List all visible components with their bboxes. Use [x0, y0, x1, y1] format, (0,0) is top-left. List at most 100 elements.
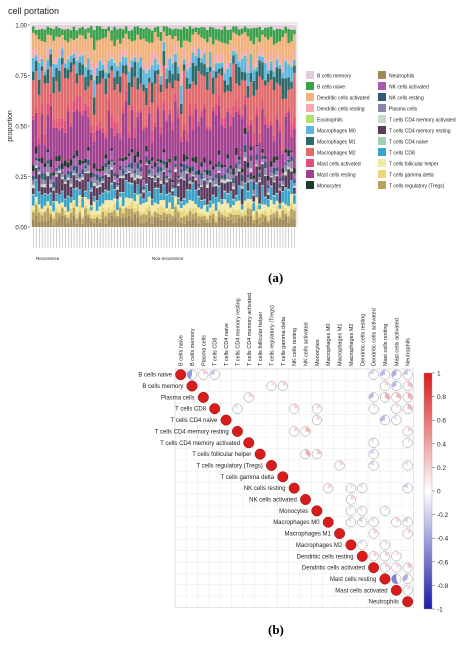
bar-segment — [113, 198, 116, 205]
bar-segment — [104, 158, 108, 163]
bar-segment — [159, 171, 163, 181]
bar-segment — [284, 25, 287, 27]
bar-segment — [171, 187, 174, 190]
bar-segment — [174, 93, 177, 102]
bar-segment — [46, 151, 50, 161]
bar-segment — [43, 194, 47, 206]
bar-segment — [272, 62, 276, 71]
correlation-pie — [368, 392, 379, 403]
bar-segment — [81, 35, 84, 51]
bar-segment — [261, 159, 264, 163]
bar-segment — [232, 174, 235, 178]
diagonal-circle — [209, 403, 221, 415]
bar-segment — [136, 210, 140, 218]
bar-segment — [119, 28, 122, 44]
bar-segment — [287, 223, 290, 227]
bar-segment — [284, 152, 287, 163]
correlation-pie — [380, 505, 390, 516]
bar-segment — [258, 182, 261, 204]
bar-segment — [185, 25, 189, 29]
bar-segment — [266, 199, 270, 207]
bar-segment — [121, 72, 125, 107]
bar-segment — [261, 164, 264, 186]
bar-segment — [153, 166, 157, 175]
bar-segment — [185, 159, 189, 166]
legend-entry: Mast cells resting — [317, 173, 356, 179]
colorbar-tick-label: -0.2 — [437, 512, 449, 519]
legend-entry: NK cells resting — [389, 96, 424, 102]
bar-segment — [217, 216, 221, 227]
bar-segment — [52, 25, 55, 29]
bar-segment — [156, 25, 160, 27]
bar-segment — [229, 25, 232, 30]
bar-segment — [214, 63, 218, 72]
bar-segment — [293, 173, 296, 180]
bar-segment — [98, 57, 102, 60]
bar-segment — [258, 203, 261, 206]
bar-segment — [197, 34, 200, 43]
group-label-non-recurrence: Non-recurrence — [152, 256, 184, 261]
bar-segment — [287, 190, 290, 207]
bar-segment — [235, 174, 238, 176]
y-tick-label: 0.50 — [15, 125, 27, 131]
bar-segment — [240, 216, 244, 220]
bar-segment — [191, 176, 195, 183]
bar-segment — [266, 206, 270, 215]
bar-segment — [66, 170, 70, 175]
bar-segment — [197, 25, 200, 28]
bar-segment — [194, 156, 198, 163]
bar-segment — [235, 34, 238, 48]
correlation-pie — [289, 426, 300, 437]
bar-segment — [235, 163, 238, 169]
bar-segment — [177, 179, 180, 183]
bar-segment — [34, 179, 38, 197]
bar-segment — [153, 59, 157, 71]
row-label: NK cells activated — [249, 498, 297, 504]
bar-segment — [98, 218, 102, 223]
bar-segment — [208, 164, 212, 171]
bar-segment — [208, 180, 212, 183]
bar-segment — [206, 25, 209, 31]
bar-segment — [281, 184, 285, 186]
bar-segment — [255, 67, 258, 72]
bar-segment — [84, 103, 87, 111]
bar-segment — [124, 173, 128, 174]
bar-segment — [182, 154, 186, 162]
bar-segment — [243, 104, 247, 129]
bar-segment — [159, 167, 163, 172]
bar-segment — [217, 95, 221, 106]
bar-segment — [136, 26, 140, 35]
bar-segment — [269, 25, 273, 27]
correlation-pie — [345, 517, 356, 528]
bar-segment — [58, 118, 61, 131]
bar-segment — [87, 173, 90, 183]
bar-segment — [34, 61, 38, 72]
bar-segment — [255, 166, 258, 183]
bar-segment — [177, 211, 180, 222]
bar-segment — [63, 166, 67, 175]
bar-segment — [104, 190, 108, 201]
bar-segment — [101, 38, 105, 61]
bar-segment — [237, 214, 241, 219]
bar-segment — [104, 94, 108, 135]
bar-segment — [266, 220, 270, 224]
correlation-pie — [311, 403, 322, 414]
bar-segment — [92, 218, 96, 224]
bar-segment — [49, 192, 53, 194]
bar-segment — [168, 113, 171, 159]
bar-segment — [92, 78, 96, 81]
bar-segment — [81, 55, 84, 65]
correlation-pie — [380, 415, 390, 426]
bar-segment — [75, 180, 79, 188]
bar-segment — [72, 215, 76, 227]
bar-segment — [272, 76, 276, 91]
bar-segment — [119, 207, 122, 218]
bar-segment — [52, 215, 55, 219]
bar-segment — [174, 25, 177, 29]
bar-segment — [84, 77, 87, 91]
bar-segment — [278, 56, 282, 64]
bar-segment — [150, 142, 154, 158]
bar-segment — [124, 65, 128, 75]
legend-swatch — [306, 71, 314, 79]
